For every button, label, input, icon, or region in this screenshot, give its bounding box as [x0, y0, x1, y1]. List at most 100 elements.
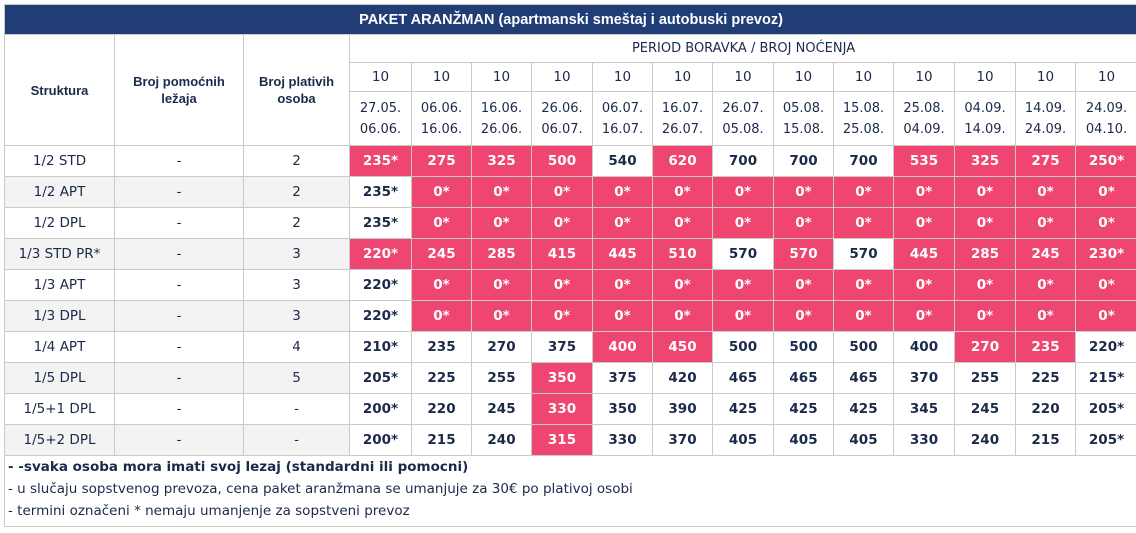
struktura-cell: 1/3 DPL — [4, 300, 115, 332]
date-from: 27.05. — [359, 100, 402, 116]
table-row: 1/5+1 DPL - -200* 220 245 330 350 390 425 425 425 3… — [4, 393, 1136, 425]
date-to: 26.06. — [480, 121, 523, 137]
price-cell: 450 — [652, 331, 713, 363]
price-cell: 535 — [893, 145, 955, 177]
platnih-cell: - — [243, 424, 350, 456]
price-cell: 0* — [893, 207, 955, 239]
pomocni-cell: - — [114, 331, 244, 363]
price-cell: 0* — [652, 300, 713, 332]
nights-cell: 10 — [471, 62, 532, 92]
nights-cell: 10 — [954, 62, 1016, 92]
date-from: 26.07. — [722, 100, 764, 116]
date-range-cell: 06.06. 16.06. — [411, 91, 472, 146]
date-to: 06.06. — [359, 121, 402, 137]
table-title: PAKET ARANŽMAN (apartmanski smeštaj i au… — [3, 4, 1136, 35]
price-cell: 0* — [592, 269, 653, 301]
price-cell: 350 — [592, 393, 653, 425]
price-cell: 0* — [471, 269, 532, 301]
platnih-cell: 3 — [243, 238, 350, 270]
price-table: PAKET ARANŽMAN (apartmanski smeštaj i au… — [3, 4, 1136, 527]
price-cell: 215* — [1074, 362, 1136, 394]
price-cell: 325 — [954, 145, 1016, 177]
date-to: 26.07. — [661, 121, 704, 137]
price-cell: 255 — [471, 362, 532, 394]
price-cell: 220* — [349, 269, 412, 301]
price-cell: 0* — [773, 176, 834, 208]
price-cell: 240 — [954, 424, 1016, 456]
price-cell: 0* — [1074, 300, 1136, 332]
struktura-cell: 1/3 APT — [4, 269, 115, 301]
price-cell: 235 — [1015, 331, 1076, 363]
price-cell: 235* — [349, 176, 412, 208]
price-cell: 0* — [712, 269, 774, 301]
price-cell: 0* — [833, 176, 894, 208]
platnih-cell: 5 — [243, 362, 350, 394]
price-table-container: PAKET ARANŽMAN (apartmanski smeštaj i au… — [3, 4, 1136, 527]
price-cell: 255 — [954, 362, 1016, 394]
nights-cell: 10 — [1015, 62, 1076, 92]
price-cell: 215 — [1015, 424, 1076, 456]
struktura-cell: 1/2 STD — [4, 145, 115, 177]
price-cell: 220* — [349, 238, 412, 270]
date-range-cell: 16.06. 26.06. — [471, 91, 532, 146]
price-cell: 0* — [652, 269, 713, 301]
date-range-cell: 05.08. 15.08. — [773, 91, 834, 146]
pomocni-cell: - — [114, 393, 244, 425]
price-cell: 465 — [833, 362, 894, 394]
price-cell: 245 — [411, 238, 472, 270]
price-cell: 0* — [471, 300, 532, 332]
price-cell: 0* — [531, 176, 593, 208]
price-cell: 270 — [954, 331, 1016, 363]
platnih-cell: 2 — [243, 145, 350, 177]
price-cell: 510 — [652, 238, 713, 270]
nights-cell: 10 — [592, 62, 653, 92]
price-cell: 0* — [652, 176, 713, 208]
price-cell: 245 — [471, 393, 532, 425]
price-cell: 205* — [1074, 424, 1136, 456]
price-cell: 0* — [531, 300, 593, 332]
pomocni-cell: - — [114, 424, 244, 456]
price-cell: 0* — [712, 207, 774, 239]
date-from: 14.09. — [1024, 100, 1067, 116]
header-pomocni: Broj pomoćnih ležaja — [114, 34, 244, 146]
price-cell: 215 — [411, 424, 472, 456]
price-cell: 0* — [531, 207, 593, 239]
price-cell: 220* — [349, 300, 412, 332]
platnih-cell: 3 — [243, 300, 350, 332]
price-cell: 375 — [592, 362, 653, 394]
nights-cell: 10 — [531, 62, 593, 92]
nights-cell: 10 — [652, 62, 713, 92]
price-rows: 1/2 STD -2 235* 275 325 500 540 620 700 700 700 535… — [4, 145, 1136, 456]
price-cell: 0* — [893, 176, 955, 208]
price-cell: 700 — [833, 145, 894, 177]
date-to: 05.08. — [722, 121, 764, 137]
date-from: 05.08. — [782, 100, 825, 116]
price-cell: 0* — [773, 269, 834, 301]
price-cell: 0* — [773, 207, 834, 239]
date-to: 24.09. — [1024, 121, 1067, 137]
date-range-cell: 14.09. 24.09. — [1015, 91, 1076, 146]
price-cell: 275 — [1015, 145, 1076, 177]
nights-cell: 10 — [411, 62, 472, 92]
date-range-cell: 25.08. 04.09. — [893, 91, 955, 146]
price-cell: 220 — [411, 393, 472, 425]
price-cell: 465 — [712, 362, 774, 394]
platnih-cell: - — [243, 393, 350, 425]
price-cell: 285 — [954, 238, 1016, 270]
price-cell: 400 — [893, 331, 955, 363]
price-cell: 0* — [1015, 269, 1076, 301]
date-to: 15.08. — [782, 121, 825, 137]
price-cell: 0* — [411, 269, 472, 301]
nights-row: 10 10 10 10 10 10 10 10 10 10 10 10 10 — [5, 62, 1136, 92]
nights-cell: 10 — [712, 62, 774, 92]
price-cell: 0* — [1015, 300, 1076, 332]
price-cell: 275 — [411, 145, 472, 177]
note-line: - termini označeni * nemaju umanjenje za… — [8, 503, 410, 519]
header-platnih: Broj plativih osoba — [243, 34, 350, 146]
date-range-cell: 04.09. 14.09. — [954, 91, 1016, 146]
price-cell: 0* — [592, 207, 653, 239]
price-cell: 225 — [1015, 362, 1076, 394]
nights-cell: 10 — [1074, 62, 1136, 92]
date-range-cell: 16.07. 26.07. — [652, 91, 713, 146]
price-cell: 0* — [1074, 176, 1136, 208]
